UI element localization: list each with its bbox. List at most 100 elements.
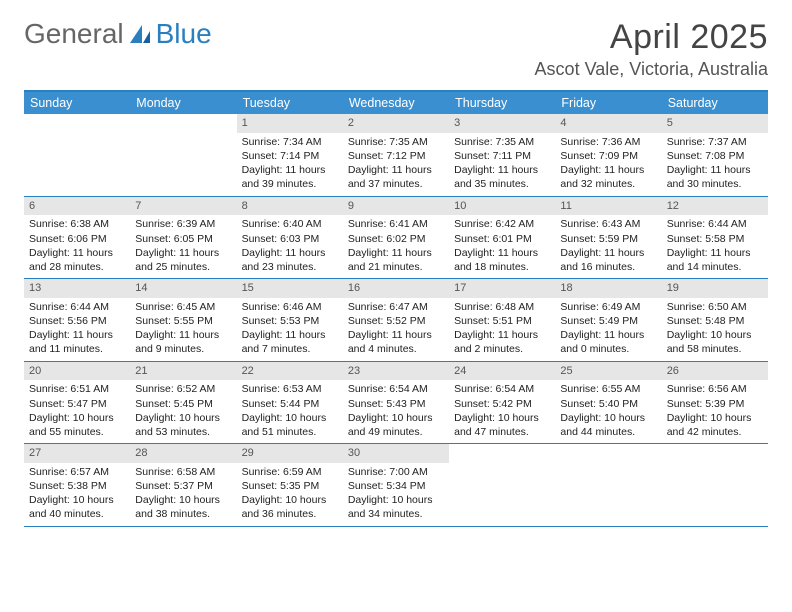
sunset-text: Sunset: 7:14 PM xyxy=(242,149,338,163)
day-number: 3 xyxy=(449,114,555,133)
daylight-text: Daylight: 11 hours and 23 minutes. xyxy=(242,246,338,274)
calendar-cell: 14Sunrise: 6:45 AMSunset: 5:55 PMDayligh… xyxy=(130,279,236,361)
col-wednesday: Wednesday xyxy=(343,92,449,114)
day-number: 22 xyxy=(237,362,343,381)
day-body: Sunrise: 6:41 AMSunset: 6:02 PMDaylight:… xyxy=(343,215,449,278)
page-title: April 2025 xyxy=(535,18,768,57)
day-number: 13 xyxy=(24,279,130,298)
day-number: 11 xyxy=(555,197,661,216)
sunrise-text: Sunrise: 6:58 AM xyxy=(135,465,231,479)
day-body: Sunrise: 6:48 AMSunset: 5:51 PMDaylight:… xyxy=(449,298,555,361)
sunrise-text: Sunrise: 6:55 AM xyxy=(560,382,656,396)
logo-sail-icon xyxy=(128,23,154,45)
day-number: 14 xyxy=(130,279,236,298)
daylight-text: Daylight: 11 hours and 18 minutes. xyxy=(454,246,550,274)
calendar-week: 1Sunrise: 7:34 AMSunset: 7:14 PMDaylight… xyxy=(24,114,768,197)
calendar-week: 13Sunrise: 6:44 AMSunset: 5:56 PMDayligh… xyxy=(24,279,768,362)
calendar-cell xyxy=(24,114,130,196)
calendar-body: 1Sunrise: 7:34 AMSunset: 7:14 PMDaylight… xyxy=(24,114,768,527)
day-number: 23 xyxy=(343,362,449,381)
day-body: Sunrise: 6:47 AMSunset: 5:52 PMDaylight:… xyxy=(343,298,449,361)
day-number: 2 xyxy=(343,114,449,133)
day-body: Sunrise: 6:59 AMSunset: 5:35 PMDaylight:… xyxy=(237,463,343,526)
daylight-text: Daylight: 11 hours and 37 minutes. xyxy=(348,163,444,191)
day-number: 20 xyxy=(24,362,130,381)
sunset-text: Sunset: 7:11 PM xyxy=(454,149,550,163)
sunrise-text: Sunrise: 7:37 AM xyxy=(667,135,763,149)
day-number: 19 xyxy=(662,279,768,298)
calendar-cell: 13Sunrise: 6:44 AMSunset: 5:56 PMDayligh… xyxy=(24,279,130,361)
calendar-cell: 9Sunrise: 6:41 AMSunset: 6:02 PMDaylight… xyxy=(343,197,449,279)
calendar-cell: 1Sunrise: 7:34 AMSunset: 7:14 PMDaylight… xyxy=(237,114,343,196)
daylight-text: Daylight: 11 hours and 32 minutes. xyxy=(560,163,656,191)
sunset-text: Sunset: 6:01 PM xyxy=(454,232,550,246)
day-body: Sunrise: 6:38 AMSunset: 6:06 PMDaylight:… xyxy=(24,215,130,278)
day-number: 16 xyxy=(343,279,449,298)
day-body: Sunrise: 6:52 AMSunset: 5:45 PMDaylight:… xyxy=(130,380,236,443)
sunrise-text: Sunrise: 6:52 AM xyxy=(135,382,231,396)
daylight-text: Daylight: 10 hours and 51 minutes. xyxy=(242,411,338,439)
calendar-cell: 26Sunrise: 6:56 AMSunset: 5:39 PMDayligh… xyxy=(662,362,768,444)
sunrise-text: Sunrise: 7:35 AM xyxy=(348,135,444,149)
calendar-cell: 11Sunrise: 6:43 AMSunset: 5:59 PMDayligh… xyxy=(555,197,661,279)
daylight-text: Daylight: 11 hours and 14 minutes. xyxy=(667,246,763,274)
calendar-cell xyxy=(662,444,768,526)
sunrise-text: Sunrise: 6:44 AM xyxy=(667,217,763,231)
day-body: Sunrise: 6:53 AMSunset: 5:44 PMDaylight:… xyxy=(237,380,343,443)
sunrise-text: Sunrise: 6:40 AM xyxy=(242,217,338,231)
daylight-text: Daylight: 10 hours and 49 minutes. xyxy=(348,411,444,439)
calendar-cell: 23Sunrise: 6:54 AMSunset: 5:43 PMDayligh… xyxy=(343,362,449,444)
sunrise-text: Sunrise: 6:41 AM xyxy=(348,217,444,231)
sunset-text: Sunset: 5:55 PM xyxy=(135,314,231,328)
sunset-text: Sunset: 5:48 PM xyxy=(667,314,763,328)
sunrise-text: Sunrise: 7:34 AM xyxy=(242,135,338,149)
calendar-cell: 21Sunrise: 6:52 AMSunset: 5:45 PMDayligh… xyxy=(130,362,236,444)
day-number: 29 xyxy=(237,444,343,463)
daylight-text: Daylight: 10 hours and 40 minutes. xyxy=(29,493,125,521)
calendar-cell: 25Sunrise: 6:55 AMSunset: 5:40 PMDayligh… xyxy=(555,362,661,444)
daylight-text: Daylight: 10 hours and 47 minutes. xyxy=(454,411,550,439)
col-friday: Friday xyxy=(555,92,661,114)
day-body: Sunrise: 6:49 AMSunset: 5:49 PMDaylight:… xyxy=(555,298,661,361)
sunset-text: Sunset: 6:06 PM xyxy=(29,232,125,246)
day-body: Sunrise: 6:40 AMSunset: 6:03 PMDaylight:… xyxy=(237,215,343,278)
daylight-text: Daylight: 11 hours and 9 minutes. xyxy=(135,328,231,356)
calendar-cell: 16Sunrise: 6:47 AMSunset: 5:52 PMDayligh… xyxy=(343,279,449,361)
calendar-cell: 6Sunrise: 6:38 AMSunset: 6:06 PMDaylight… xyxy=(24,197,130,279)
col-monday: Monday xyxy=(130,92,236,114)
day-number: 6 xyxy=(24,197,130,216)
calendar-cell: 10Sunrise: 6:42 AMSunset: 6:01 PMDayligh… xyxy=(449,197,555,279)
location-subtitle: Ascot Vale, Victoria, Australia xyxy=(535,59,768,80)
daylight-text: Daylight: 11 hours and 0 minutes. xyxy=(560,328,656,356)
sunset-text: Sunset: 5:37 PM xyxy=(135,479,231,493)
daylight-text: Daylight: 10 hours and 55 minutes. xyxy=(29,411,125,439)
day-number: 18 xyxy=(555,279,661,298)
daylight-text: Daylight: 11 hours and 30 minutes. xyxy=(667,163,763,191)
day-body: Sunrise: 7:37 AMSunset: 7:08 PMDaylight:… xyxy=(662,133,768,196)
sunrise-text: Sunrise: 7:35 AM xyxy=(454,135,550,149)
sunset-text: Sunset: 5:56 PM xyxy=(29,314,125,328)
sunrise-text: Sunrise: 6:43 AM xyxy=(560,217,656,231)
sunrise-text: Sunrise: 7:00 AM xyxy=(348,465,444,479)
sunrise-text: Sunrise: 6:51 AM xyxy=(29,382,125,396)
sunset-text: Sunset: 5:40 PM xyxy=(560,397,656,411)
calendar-cell: 28Sunrise: 6:58 AMSunset: 5:37 PMDayligh… xyxy=(130,444,236,526)
sunrise-text: Sunrise: 6:39 AM xyxy=(135,217,231,231)
calendar-cell: 29Sunrise: 6:59 AMSunset: 5:35 PMDayligh… xyxy=(237,444,343,526)
sunset-text: Sunset: 5:51 PM xyxy=(454,314,550,328)
day-body: Sunrise: 6:54 AMSunset: 5:43 PMDaylight:… xyxy=(343,380,449,443)
day-number: 26 xyxy=(662,362,768,381)
day-body: Sunrise: 7:00 AMSunset: 5:34 PMDaylight:… xyxy=(343,463,449,526)
calendar-cell: 24Sunrise: 6:54 AMSunset: 5:42 PMDayligh… xyxy=(449,362,555,444)
day-body: Sunrise: 6:43 AMSunset: 5:59 PMDaylight:… xyxy=(555,215,661,278)
daylight-text: Daylight: 10 hours and 42 minutes. xyxy=(667,411,763,439)
day-number: 25 xyxy=(555,362,661,381)
logo-text-1: General xyxy=(24,18,124,50)
daylight-text: Daylight: 11 hours and 21 minutes. xyxy=(348,246,444,274)
day-body: Sunrise: 7:34 AMSunset: 7:14 PMDaylight:… xyxy=(237,133,343,196)
sunrise-text: Sunrise: 6:48 AM xyxy=(454,300,550,314)
daylight-text: Daylight: 10 hours and 44 minutes. xyxy=(560,411,656,439)
sunset-text: Sunset: 5:59 PM xyxy=(560,232,656,246)
daylight-text: Daylight: 11 hours and 25 minutes. xyxy=(135,246,231,274)
calendar-header-row: Sunday Monday Tuesday Wednesday Thursday… xyxy=(24,92,768,114)
